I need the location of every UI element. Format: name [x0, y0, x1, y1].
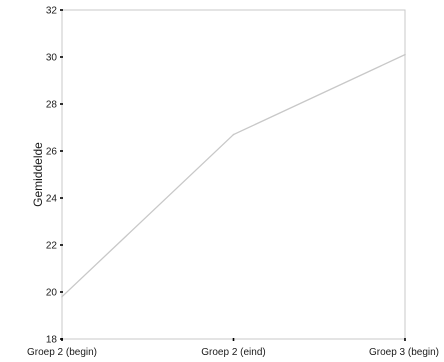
x-tick-label: Groep 2 (eind) [201, 347, 265, 358]
y-tick-label: 22 [46, 241, 58, 252]
y-tick-label: 24 [46, 194, 58, 205]
x-tick-label: Groep 2 (begin) [27, 347, 97, 358]
data-point [232, 133, 235, 136]
y-tick-label: 20 [46, 288, 58, 299]
x-axis-ticks: Groep 2 (begin) Groep 2 (eind) Groep 3 (be… [27, 338, 439, 358]
y-axis-title: Gemiddelde [31, 142, 45, 207]
y-tick-label: 18 [46, 335, 58, 346]
series-layer [61, 53, 406, 298]
y-tick-label: 30 [46, 53, 58, 64]
y-axis-ticks: 18 20 22 24 26 28 30 32 [46, 6, 63, 346]
data-point [61, 295, 63, 298]
y-tick-label: 26 [46, 147, 58, 158]
y-tick-label: 32 [46, 6, 58, 17]
x-tick-label: Groep 3 (begin) [369, 347, 439, 358]
y-tick-label: 28 [46, 100, 58, 111]
data-point [404, 53, 406, 56]
